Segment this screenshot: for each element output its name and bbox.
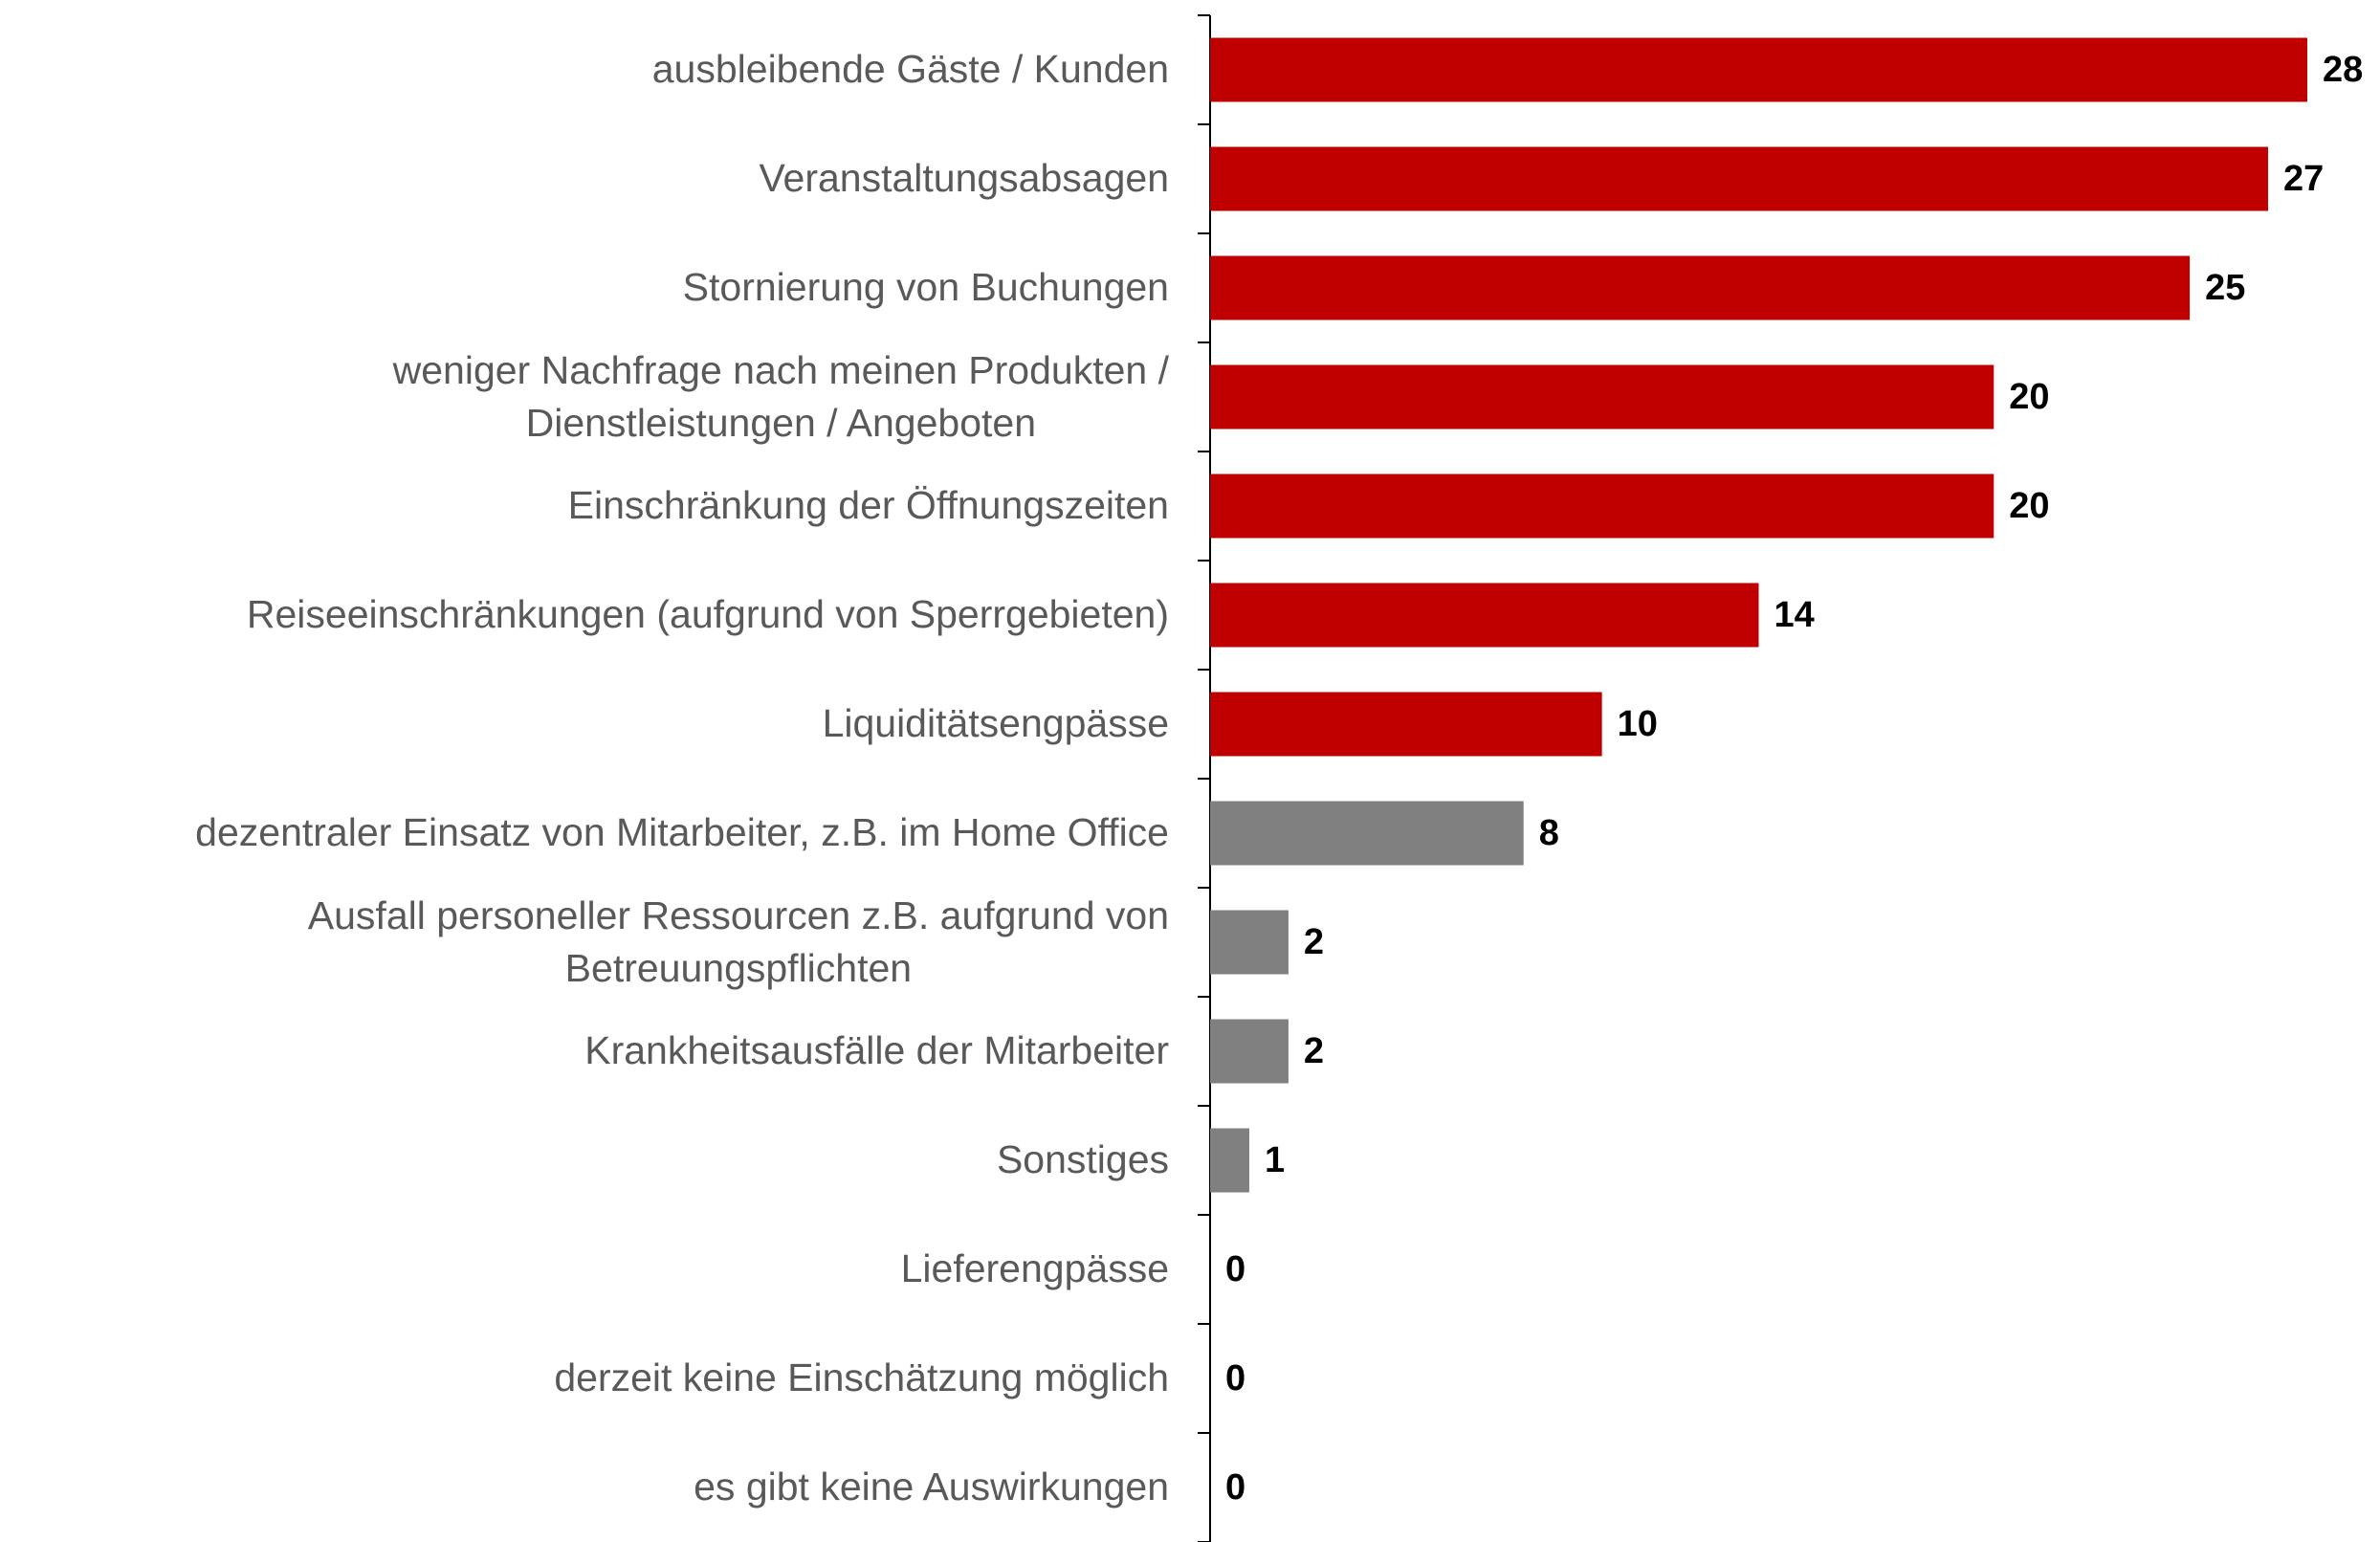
category-label: Stornierung von Buchungen (682, 265, 1169, 310)
category-label-box: Veranstaltungsabsagen (0, 124, 1169, 233)
value-label: 14 (1774, 595, 1815, 635)
category-label: ausbleibende Gäste / Kunden (651, 47, 1169, 92)
value-label: 0 (1225, 1358, 1245, 1399)
bar (1210, 146, 2269, 211)
category-label-box: Ausfall personeller Ressourcen z.B. aufg… (0, 888, 1169, 997)
bar (1210, 37, 2307, 102)
bar (1210, 583, 1759, 648)
category-label: derzeit keine Einschätzung möglich (554, 1355, 1169, 1400)
category-label-box: Sonstiges (0, 1106, 1169, 1215)
value-label: 0 (1225, 1467, 1245, 1508)
category-label-box: ausbleibende Gäste / Kunden (0, 15, 1169, 124)
bar (1210, 910, 1289, 975)
category-label: Lieferengpässe (900, 1246, 1169, 1291)
category-label: Reiseeinschränkungen (aufgrund von Sperr… (246, 592, 1169, 637)
category-label-box: Stornierung von Buchungen (0, 233, 1169, 342)
category-label: dezentraler Einsatz von Mitarbeiter, z.B… (195, 810, 1169, 855)
bar (1210, 1019, 1289, 1084)
category-label: Krankheitsausfälle der Mitarbeiter (584, 1028, 1169, 1073)
value-label: 20 (2009, 377, 2049, 417)
category-label-box: Lieferengpässe (0, 1215, 1169, 1324)
bar (1210, 801, 1524, 866)
value-label: 28 (2323, 50, 2363, 90)
value-label: 0 (1225, 1249, 1245, 1289)
category-label: Sonstiges (996, 1137, 1169, 1182)
value-label: 2 (1304, 922, 1324, 962)
category-label: Ausfall personeller Ressourcen z.B. aufg… (307, 892, 1169, 990)
category-label-box: derzeit keine Einschätzung möglich (0, 1324, 1169, 1433)
value-label: 25 (2205, 268, 2245, 308)
bar (1210, 1128, 1249, 1193)
category-label-box: weniger Nachfrage nach meinen Produkten … (0, 342, 1169, 452)
value-label: 1 (1265, 1140, 1285, 1180)
category-label-box: dezentraler Einsatz von Mitarbeiter, z.B… (0, 779, 1169, 888)
category-label: weniger Nachfrage nach meinen Produkten … (392, 347, 1169, 445)
category-label-box: Einschränkung der Öffnungszeiten (0, 452, 1169, 561)
bar (1210, 692, 1602, 757)
category-label-box: Reiseeinschränkungen (aufgrund von Sperr… (0, 561, 1169, 670)
bar (1210, 474, 1994, 539)
category-label-box: Krankheitsausfälle der Mitarbeiter (0, 997, 1169, 1106)
value-label: 27 (2283, 159, 2324, 199)
category-label: es gibt keine Auswirkungen (694, 1465, 1169, 1509)
category-label-box: es gibt keine Auswirkungen (0, 1433, 1169, 1542)
value-label: 10 (1618, 704, 1658, 744)
category-label: Liquiditätsengpässe (822, 701, 1169, 746)
category-label: Veranstaltungsabsagen (759, 156, 1169, 201)
value-label: 20 (2009, 486, 2049, 526)
value-label: 8 (1539, 813, 1559, 853)
category-label-box: Liquiditätsengpässe (0, 670, 1169, 779)
value-label: 2 (1304, 1031, 1324, 1071)
category-label: Einschränkung der Öffnungszeiten (567, 483, 1169, 528)
bar (1210, 255, 2191, 320)
bar (1210, 364, 1994, 430)
